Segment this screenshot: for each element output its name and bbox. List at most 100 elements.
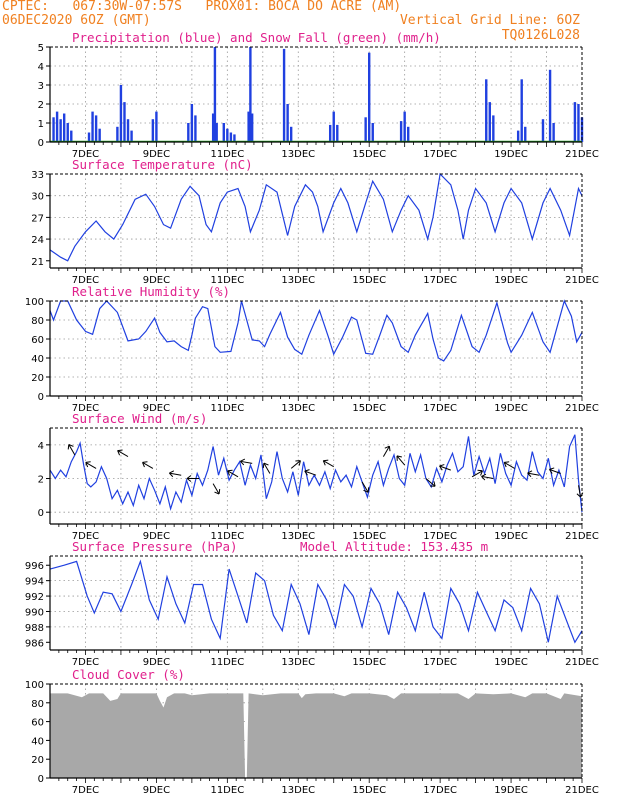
wind-arrow-shaft [169,472,182,476]
precip-bar [250,113,254,142]
y-tick-label: 0 [38,774,44,785]
wind-arrow-shaft [382,445,390,457]
precip-bar [151,119,155,142]
wind-arrow [304,469,317,476]
precip-bar [226,128,229,142]
x-tick-label: 13DEC [281,531,315,542]
y-tick-label: 994 [25,577,44,588]
panel-wind: 0 2 4 7DEC 9DEC 11DEC 13DEC 15DEC 17DEC 19DEC 21DE… [38,411,599,542]
precip-bar [247,111,250,142]
precip-bar [403,111,406,142]
wind-arrow-shaft [549,468,561,474]
wind-arrow-shaft [425,478,436,487]
y-tick-label: 24 [31,235,44,246]
precip-bar [222,123,225,142]
x-tick-label: 17DEC [423,531,457,542]
x-tick-label: 15DEC [352,531,386,542]
x-tick-label: 9DEC [143,657,170,668]
y-tick-label: 100 [25,297,44,308]
y-tick-label: 30 [31,192,44,203]
precip-bar [573,102,577,142]
header-grid-note: Vertical Grid Line: 6OZ [399,13,580,28]
y-tick-label: 33 [31,170,44,181]
y-tick-label: 100 [25,680,44,691]
precip-bar [336,124,339,142]
temperature-series-line [49,172,583,262]
wind-arrow-head [549,467,555,474]
precip-bar [488,102,491,142]
wind-arrow-head [304,469,310,476]
x-tick-label: 9DEC [143,531,170,542]
wind-arrow-shaft [240,460,253,464]
precip-bar [485,79,488,142]
x-tick-label: 21DEC [565,403,599,414]
x-tick-label: 21DEC [565,785,599,796]
wind-series-line [49,434,583,513]
wind-arrow-head [186,475,192,482]
precip-bar [213,47,217,142]
precip-bar [399,121,403,142]
x-tick-label: 11DEC [210,531,244,542]
x-tick-label: 19DEC [494,403,528,414]
precip-bar [520,79,523,142]
y-tick-label: 60 [31,335,44,346]
wind-arrow-head [430,481,436,487]
wind-arrow [212,483,221,495]
wind-arrow-shaft [142,461,154,469]
wind-arrow-shaft [481,475,494,479]
wind-arrow-head [396,455,402,461]
wind-arrow [527,470,540,478]
wind-arrow-shaft [527,472,540,476]
header-model-id: TQ0126L028 [501,28,580,43]
wind-arrow-shaft [263,462,271,474]
precip-bar [187,123,190,142]
x-tick-label: 13DEC [281,403,315,414]
y-tick-label: 1 [38,119,44,130]
precip-bar [52,117,55,142]
y-tick-label: 4 [38,62,44,73]
wind-arrow-shaft [578,485,582,498]
wind-arrow-shaft [68,444,76,456]
wind-arrow-shaft [439,465,451,471]
x-tick-label: 7DEC [72,785,99,796]
y-tick-label: 27 [31,213,44,224]
x-tick-label: 17DEC [423,403,457,414]
wind-arrow [439,464,451,471]
y-tick-label: 21 [31,257,44,268]
y-tick-label: 2 [38,100,44,111]
wind-arrow [471,469,483,478]
precip-bar [62,113,66,142]
panel-temperature: 21 24 27 30 33 7DEC 9DEC 11DEC 13DEC 15DEC 17DEC 19… [31,157,599,286]
precip-bar [492,115,495,142]
x-tick-label: 11DEC [210,275,244,286]
x-tick-label: 7DEC [72,403,99,414]
wind-arrow [382,445,391,457]
panel-cloud: 0 20 40 60 80 100 7DEC 9DEC 11DEC 13DEC 15DEC 17DEC… [25,667,599,796]
x-tick-label: 19DEC [494,149,528,160]
precip-bar [116,126,119,142]
wind-arrow-shaft [227,470,239,478]
wind-arrow-shaft [117,450,129,458]
precip-bar [190,104,194,142]
y-tick-label: 0 [38,138,44,149]
x-tick-label: 7DEC [72,657,99,668]
x-tick-label: 15DEC [352,275,386,286]
y-tick-label: 40 [31,354,44,365]
x-tick-label: 11DEC [210,403,244,414]
precip-bar [371,123,374,142]
precip-bar [119,85,123,142]
precip-bar [229,132,233,142]
precip-bar [541,119,545,142]
x-tick-label: 7DEC [72,275,99,286]
wind-arrow [262,462,271,474]
precip-bar [66,123,69,142]
x-tick-label: 13DEC [281,657,315,668]
precip-bar [249,47,252,142]
wind-arrow-shaft [304,470,317,476]
y-tick-label: 80 [31,699,44,710]
precip-bar [126,119,130,142]
wind-arrow-head [503,461,510,468]
precip-bar [55,111,59,142]
panel-title: Surface Temperature (nC) [72,157,253,172]
x-tick-label: 19DEC [494,531,528,542]
